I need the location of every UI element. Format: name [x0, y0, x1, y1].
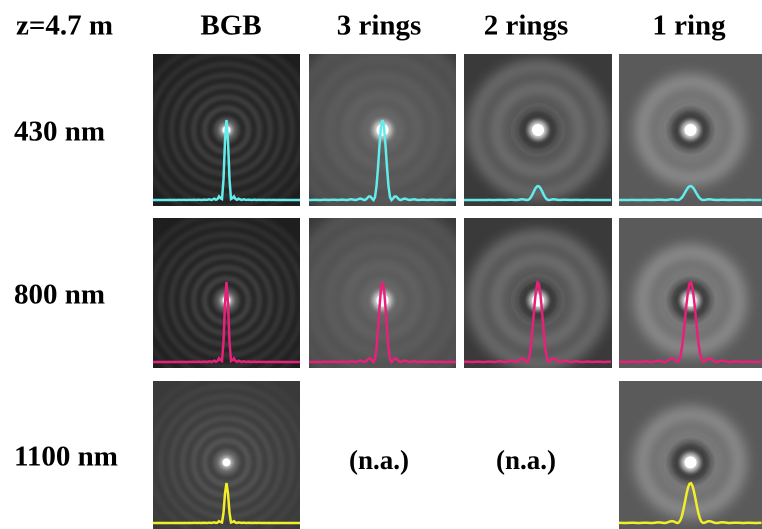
beam-image	[293, 211, 473, 391]
corner-label: z=4.7 m	[16, 10, 113, 42]
spot	[377, 295, 389, 307]
not-available: (n.a.)	[349, 445, 409, 475]
spot	[532, 124, 544, 136]
image-content	[139, 213, 315, 389]
spot	[685, 456, 697, 468]
column-header: 2 rings	[484, 10, 569, 42]
beam-image	[293, 40, 473, 220]
image-content	[619, 54, 762, 206]
spot	[223, 458, 231, 466]
column-header: BGB	[200, 10, 261, 42]
image-content	[293, 211, 473, 391]
beam-image	[464, 218, 612, 368]
spot	[685, 124, 697, 136]
image-content	[619, 218, 762, 368]
beam-image	[464, 54, 612, 206]
column-header: 3 rings	[337, 10, 422, 42]
beam-image	[619, 381, 762, 529]
image-content	[139, 42, 315, 218]
column-header: 1 ring	[652, 10, 726, 42]
image-content	[464, 54, 612, 206]
figure: z=4.7 m BGB 3 rings 2 rings 1 ring 430 nm 800…	[0, 0, 762, 529]
beam-image	[619, 54, 762, 206]
image-content	[293, 40, 473, 220]
image-content	[139, 374, 315, 529]
row-label: 430 nm	[14, 116, 105, 148]
image-content	[464, 218, 612, 368]
beam-image	[139, 42, 315, 218]
beam-image	[139, 213, 315, 389]
row-label: 1100 nm	[14, 441, 118, 473]
row-label: 800 nm	[14, 279, 105, 311]
beam-image	[619, 218, 762, 368]
not-available: (n.a.)	[496, 445, 556, 475]
image-content	[619, 381, 762, 529]
page: {"header": {"corner": "z=4.7 m", "column…	[0, 0, 762, 529]
beam-image	[139, 374, 315, 529]
